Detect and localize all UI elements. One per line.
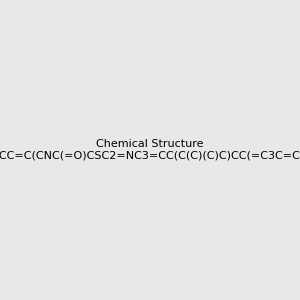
Text: Chemical Structure
CC1=CC=C(CNC(=O)CSC2=NC3=CC(C(C)(C)C)CC(=C3C=C2C#N: Chemical Structure CC1=CC=C(CNC(=O)CSC2=… bbox=[0, 139, 300, 161]
